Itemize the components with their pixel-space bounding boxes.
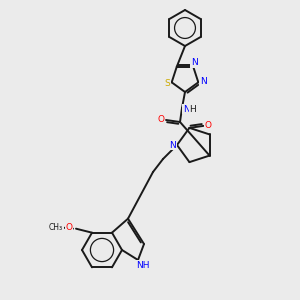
Text: CH₃: CH₃	[49, 223, 63, 232]
Text: N: N	[169, 140, 176, 149]
Text: N: N	[200, 77, 207, 86]
Text: NH: NH	[136, 260, 150, 269]
Text: S: S	[165, 79, 171, 88]
Text: O: O	[65, 223, 73, 232]
Text: O: O	[158, 116, 164, 124]
Text: N: N	[191, 58, 198, 67]
Text: O: O	[205, 122, 212, 130]
Text: N: N	[183, 104, 189, 113]
Text: H: H	[190, 104, 196, 113]
